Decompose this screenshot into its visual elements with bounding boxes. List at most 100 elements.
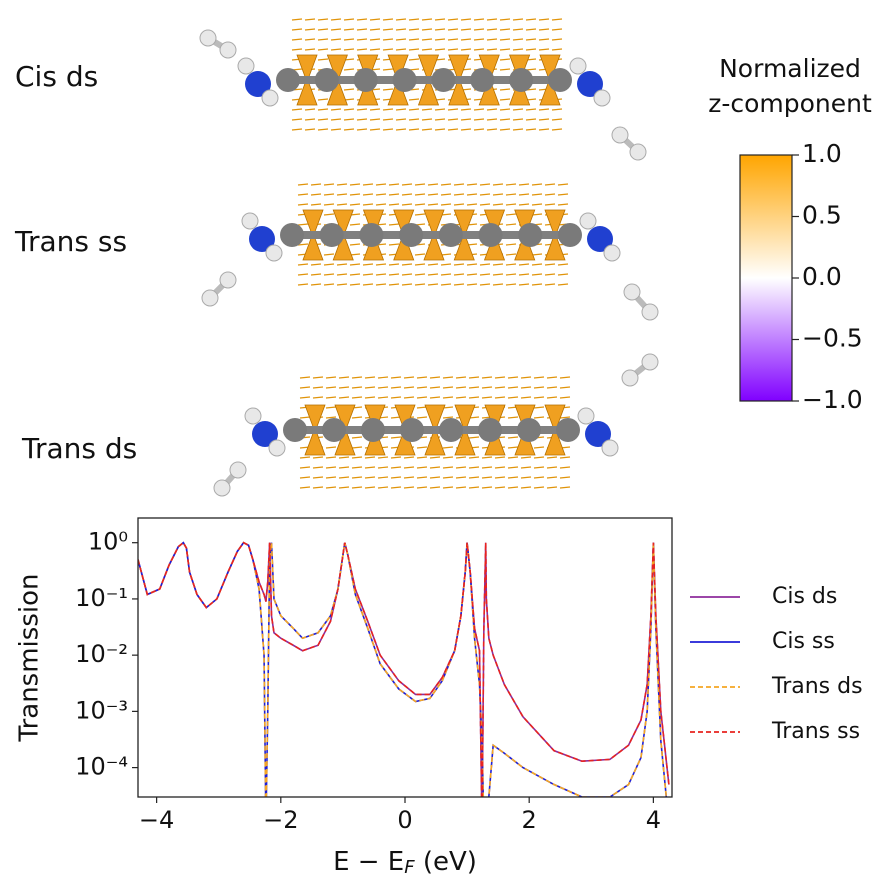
spin-arrow <box>430 397 440 398</box>
spin-arrow <box>508 477 518 478</box>
spin-arrow <box>298 204 308 205</box>
spin-arrow <box>552 129 562 130</box>
series-line <box>138 543 669 824</box>
spin-arrow <box>508 377 518 378</box>
spin-arrow <box>552 39 562 40</box>
spin-arrow <box>448 109 458 110</box>
spin-arrow <box>461 49 471 50</box>
spin-arrow <box>326 487 336 488</box>
spin-arrow <box>391 487 401 488</box>
spin-arrow <box>313 397 323 398</box>
spin-arrow <box>378 457 388 458</box>
spin-arrow <box>363 194 373 195</box>
spin-arrow <box>435 29 445 30</box>
spin-arrow <box>534 377 544 378</box>
spin-arrow <box>402 284 412 285</box>
spin-arrow <box>415 204 425 205</box>
spin-arrow <box>339 377 349 378</box>
spin-arrow <box>378 467 388 468</box>
spin-arrow <box>326 447 336 448</box>
spin-arrow <box>474 49 484 50</box>
spin-arrow <box>415 254 425 255</box>
spin-arrow <box>495 457 505 458</box>
spin-arrow <box>469 397 479 398</box>
spin-arrow <box>404 467 414 468</box>
spin-arrow <box>396 29 406 30</box>
hydrogen-atom <box>622 370 638 386</box>
hydrogen-atom <box>214 480 230 496</box>
spin-arrow <box>558 264 568 265</box>
spin-arrow <box>357 39 367 40</box>
spin-arrow <box>391 467 401 468</box>
spin-arrow <box>365 457 375 458</box>
spin-arrow <box>326 417 336 418</box>
spin-arrow <box>389 194 399 195</box>
spin-arrow <box>526 109 536 110</box>
spin-arrow <box>539 39 549 40</box>
spin-arrow <box>300 467 310 468</box>
spin-arrow <box>428 284 438 285</box>
spin-arrow <box>365 397 375 398</box>
spin-arrow <box>352 417 362 418</box>
spin-arrow <box>292 39 302 40</box>
spin-arrow <box>443 467 453 468</box>
spin-arrow <box>391 397 401 398</box>
spin-arrow <box>300 387 310 388</box>
spin-arrow <box>428 274 438 275</box>
series-line <box>138 543 669 824</box>
y-tick-label: 10⁻² <box>75 640 128 668</box>
spin-arrow <box>547 457 557 458</box>
colorbar-title: Normalized <box>719 54 861 83</box>
spin-arrow <box>487 49 497 50</box>
spin-arrow <box>534 477 544 478</box>
carbon-atom <box>439 418 463 442</box>
x-tick-label: −2 <box>263 806 298 834</box>
carbon-atom <box>354 68 378 92</box>
spin-arrow <box>376 194 386 195</box>
spin-arrow <box>482 387 492 388</box>
spin-arrow <box>435 119 445 120</box>
spin-arrow <box>519 194 529 195</box>
spin-arrow <box>454 274 464 275</box>
spin-arrow <box>428 264 438 265</box>
spin-arrow <box>378 397 388 398</box>
spin-arrow <box>350 274 360 275</box>
spin-arrow <box>513 19 523 20</box>
spin-arrow <box>474 119 484 120</box>
spin-arrow <box>534 487 544 488</box>
spin-arrow <box>404 457 414 458</box>
spin-arrow <box>350 224 360 225</box>
spin-arrow <box>560 477 570 478</box>
spin-arrow <box>305 49 315 50</box>
spin-arrow <box>300 477 310 478</box>
spin-arrow <box>409 19 419 20</box>
spin-arrow <box>376 184 386 185</box>
spin-arrow <box>495 467 505 468</box>
spin-arrow <box>352 387 362 388</box>
spin-arrow <box>383 69 393 70</box>
spin-arrow <box>448 49 458 50</box>
spin-arrow <box>337 194 347 195</box>
spin-arrow <box>487 39 497 40</box>
spin-arrow <box>560 457 570 458</box>
spin-arrow <box>383 89 393 90</box>
hydrogen-atom <box>245 408 261 424</box>
spin-arrow <box>461 109 471 110</box>
spin-arrow <box>430 377 440 378</box>
hydrogen-atom <box>604 245 620 261</box>
spin-arrow <box>313 377 323 378</box>
spin-arrow <box>396 39 406 40</box>
series-line <box>138 543 669 824</box>
spin-arrow <box>532 254 542 255</box>
spin-arrow <box>467 184 477 185</box>
spin-arrow <box>305 29 315 30</box>
spin-arrow <box>441 204 451 205</box>
spin-arrow <box>350 184 360 185</box>
spin-arrow <box>318 129 328 130</box>
spin-arrow <box>300 457 310 458</box>
spin-arrow <box>521 457 531 458</box>
spin-arrow <box>324 214 334 215</box>
spin-arrow <box>526 29 536 30</box>
spin-arrow <box>404 387 414 388</box>
hydrogen-atom <box>242 213 258 229</box>
